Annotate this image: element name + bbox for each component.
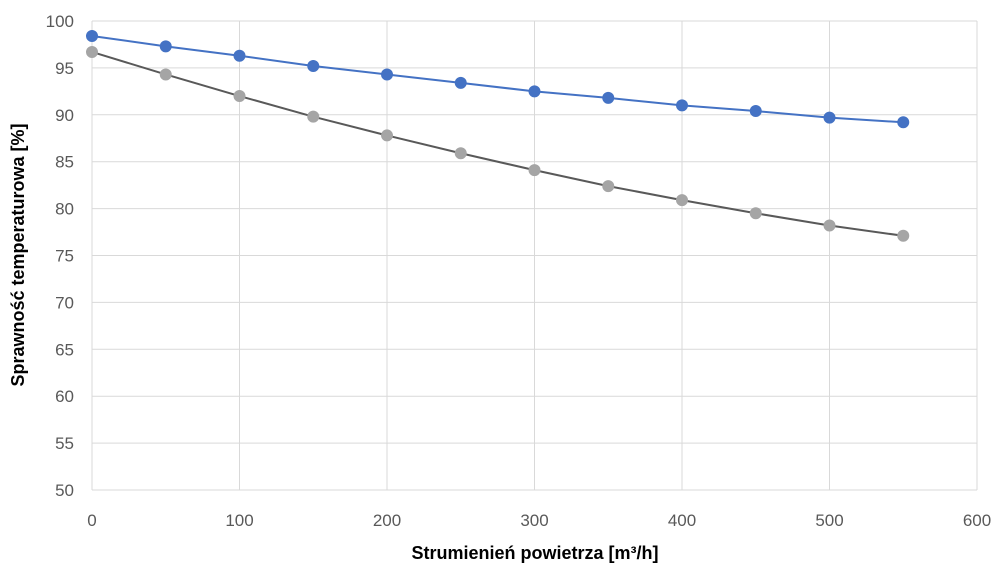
grid-layer xyxy=(91,20,978,491)
data-point xyxy=(233,49,246,62)
x-tick-label: 600 xyxy=(963,511,991,530)
data-point xyxy=(454,147,467,160)
x-axis-title: Strumienień powietrza [m³/h] xyxy=(411,543,658,563)
data-point xyxy=(159,40,172,53)
data-point xyxy=(602,91,615,104)
y-tick-label: 50 xyxy=(55,481,74,500)
data-point xyxy=(602,180,615,193)
y-tick-label: 95 xyxy=(55,59,74,78)
data-point xyxy=(86,45,98,58)
x-tick-label: 100 xyxy=(225,511,253,530)
data-point xyxy=(454,76,467,89)
x-tick-label: 400 xyxy=(668,511,696,530)
y-tick-label: 70 xyxy=(55,293,74,312)
data-point xyxy=(528,164,541,177)
y-tick-label: 65 xyxy=(55,340,74,359)
y-axis-title: Sprawność temperaturowa [%] xyxy=(8,123,28,386)
data-point xyxy=(381,129,393,142)
data-point xyxy=(897,116,910,129)
y-tick-labels: 50 55 60 65 70 75 80 85 90 95 100 xyxy=(46,12,74,500)
series-layer xyxy=(86,30,910,242)
data-point xyxy=(528,85,541,98)
data-point xyxy=(823,111,836,124)
data-point xyxy=(86,30,98,43)
series-1 xyxy=(86,30,910,129)
y-tick-label: 80 xyxy=(55,200,74,219)
data-point xyxy=(749,207,762,220)
data-point xyxy=(749,105,762,118)
series-line xyxy=(91,35,904,124)
series-line xyxy=(91,50,904,237)
x-tick-label: 500 xyxy=(815,511,843,530)
y-tick-label: 90 xyxy=(55,106,74,125)
data-point xyxy=(159,68,172,81)
data-point xyxy=(381,68,393,81)
y-tick-label: 55 xyxy=(55,434,74,453)
x-tick-label: 200 xyxy=(373,511,401,530)
x-tick-label: 300 xyxy=(520,511,548,530)
x-tick-labels: 0 100 200 300 400 500 600 xyxy=(87,511,991,530)
y-tick-label: 85 xyxy=(55,153,74,172)
y-tick-label: 60 xyxy=(55,387,74,406)
y-tick-label: 100 xyxy=(46,12,74,31)
data-point xyxy=(676,99,688,112)
series-2 xyxy=(86,45,910,242)
x-tick-label: 0 xyxy=(87,511,96,530)
data-point xyxy=(897,229,910,242)
y-tick-label: 75 xyxy=(55,247,74,266)
data-point xyxy=(676,194,688,207)
data-point xyxy=(823,219,836,232)
data-point xyxy=(233,90,246,103)
data-point xyxy=(307,110,320,123)
data-point xyxy=(307,60,320,73)
